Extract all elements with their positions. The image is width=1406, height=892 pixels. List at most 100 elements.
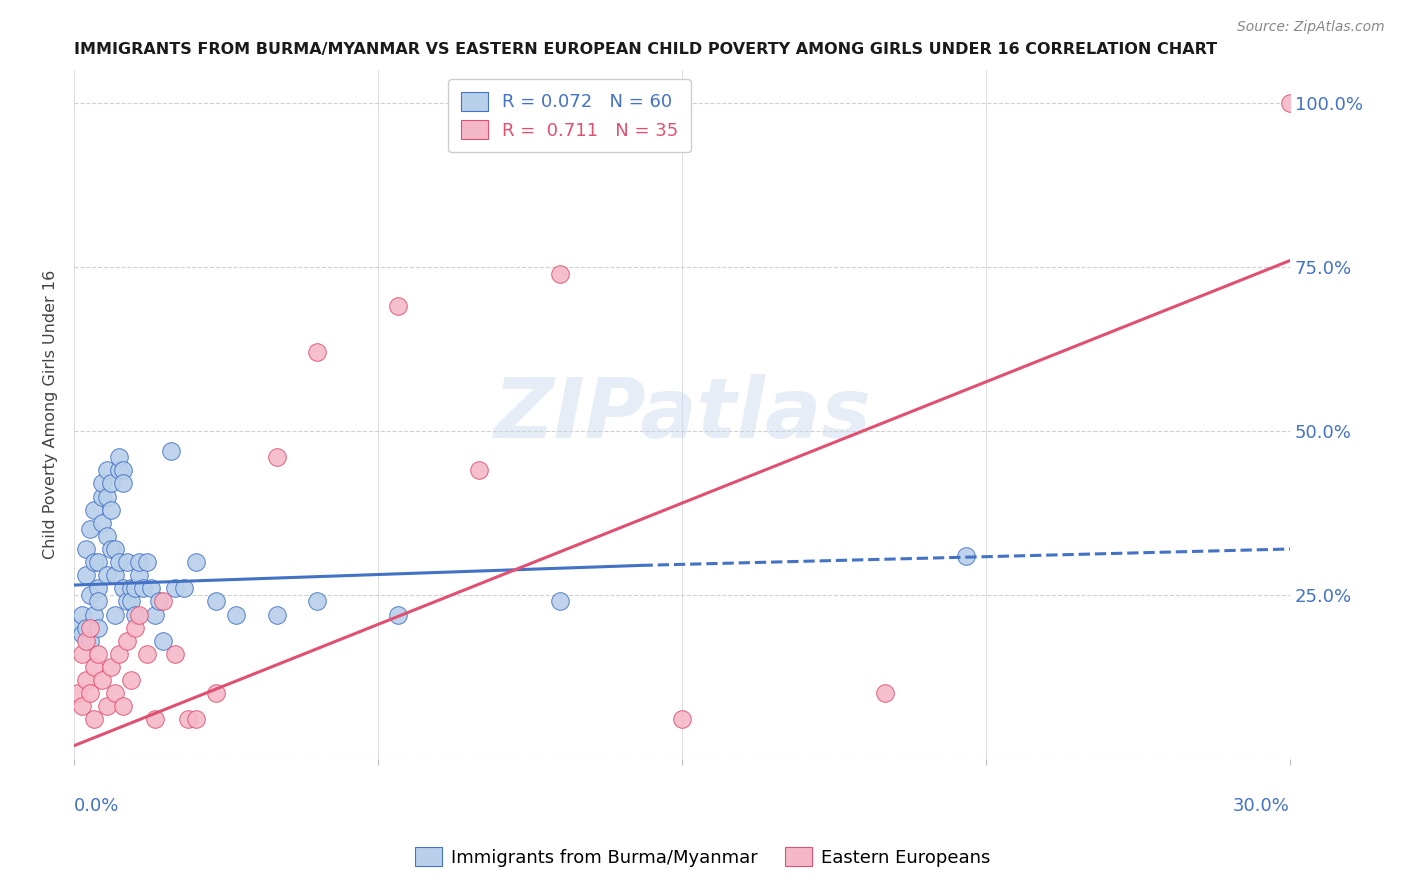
Point (266, 607, 288, 622)
Point (148, 594, 170, 608)
Point (83, 607, 105, 622)
Point (87, 621, 110, 635)
Point (75, 673, 97, 687)
Point (307, 345, 329, 359)
Point (152, 633, 174, 648)
Point (115, 633, 138, 648)
Point (87, 594, 110, 608)
Text: Source: ZipAtlas.com: Source: ZipAtlas.com (1237, 20, 1385, 34)
Point (70, 699, 93, 714)
Point (70, 607, 93, 622)
Point (115, 594, 138, 608)
Point (124, 621, 146, 635)
Point (143, 713, 166, 727)
Point (184, 555, 207, 569)
Point (120, 673, 142, 687)
Legend: Immigrants from Burma/Myanmar, Eastern Europeans: Immigrants from Burma/Myanmar, Eastern E… (408, 840, 998, 874)
Point (79, 686, 101, 700)
Point (75, 633, 97, 648)
Point (79, 522, 101, 536)
Point (128, 607, 150, 622)
Point (96, 568, 118, 582)
Point (107, 555, 129, 569)
Point (96, 490, 118, 504)
Point (205, 594, 228, 608)
Point (104, 541, 127, 556)
Point (75, 621, 97, 635)
Point (83, 555, 105, 569)
Text: IMMIGRANTS FROM BURMA/MYANMAR VS EASTERN EUROPEAN CHILD POVERTY AMONG GIRLS UNDE: IMMIGRANTS FROM BURMA/MYANMAR VS EASTERN… (75, 42, 1218, 57)
Point (91, 516, 114, 530)
Point (205, 686, 228, 700)
Point (307, 594, 329, 608)
Point (96, 463, 118, 477)
Point (387, 607, 409, 622)
Point (136, 555, 159, 569)
Point (107, 463, 129, 477)
Point (100, 660, 122, 674)
Point (468, 463, 491, 477)
Point (87, 647, 110, 661)
Y-axis label: Child Poverty Among Girls Under 16: Child Poverty Among Girls Under 16 (44, 270, 58, 559)
Point (70, 627, 93, 641)
Point (184, 713, 207, 727)
Legend: R = 0.072   N = 60, R =  0.711   N = 35: R = 0.072 N = 60, R = 0.711 N = 35 (449, 79, 690, 153)
Point (671, 713, 693, 727)
Point (96, 699, 118, 714)
Point (96, 529, 118, 543)
Point (1279, 96, 1302, 111)
Point (111, 463, 134, 477)
Point (955, 549, 977, 563)
Point (79, 588, 101, 602)
Point (124, 582, 146, 596)
Point (104, 607, 127, 622)
Point (83, 713, 105, 727)
Text: 30.0%: 30.0% (1233, 797, 1291, 814)
Point (111, 476, 134, 491)
Point (128, 555, 150, 569)
Point (111, 582, 134, 596)
Point (104, 568, 127, 582)
Point (111, 699, 134, 714)
Point (91, 673, 114, 687)
Point (225, 607, 247, 622)
Point (136, 647, 159, 661)
Point (75, 541, 97, 556)
Point (387, 300, 409, 314)
Point (107, 647, 129, 661)
Point (115, 555, 138, 569)
Point (107, 450, 129, 465)
Point (104, 686, 127, 700)
Point (100, 502, 122, 516)
Point (70, 647, 93, 661)
Point (87, 582, 110, 596)
Point (132, 582, 155, 596)
Point (120, 594, 142, 608)
Point (67, 621, 90, 635)
Point (160, 443, 183, 458)
Point (83, 502, 105, 516)
Point (165, 582, 187, 596)
Point (75, 568, 97, 582)
Point (143, 607, 166, 622)
Point (100, 541, 122, 556)
Point (550, 267, 572, 281)
Point (79, 621, 101, 635)
Point (120, 582, 142, 596)
Point (173, 582, 195, 596)
Point (139, 582, 162, 596)
Point (152, 594, 174, 608)
Point (176, 713, 198, 727)
Point (79, 633, 101, 648)
Point (266, 450, 288, 465)
Point (550, 594, 572, 608)
Point (124, 607, 146, 622)
Point (91, 490, 114, 504)
Point (67, 686, 90, 700)
Text: ZIPatlas: ZIPatlas (494, 374, 870, 455)
Point (91, 476, 114, 491)
Point (83, 660, 105, 674)
Point (873, 686, 896, 700)
Point (128, 568, 150, 582)
Text: 0.0%: 0.0% (75, 797, 120, 814)
